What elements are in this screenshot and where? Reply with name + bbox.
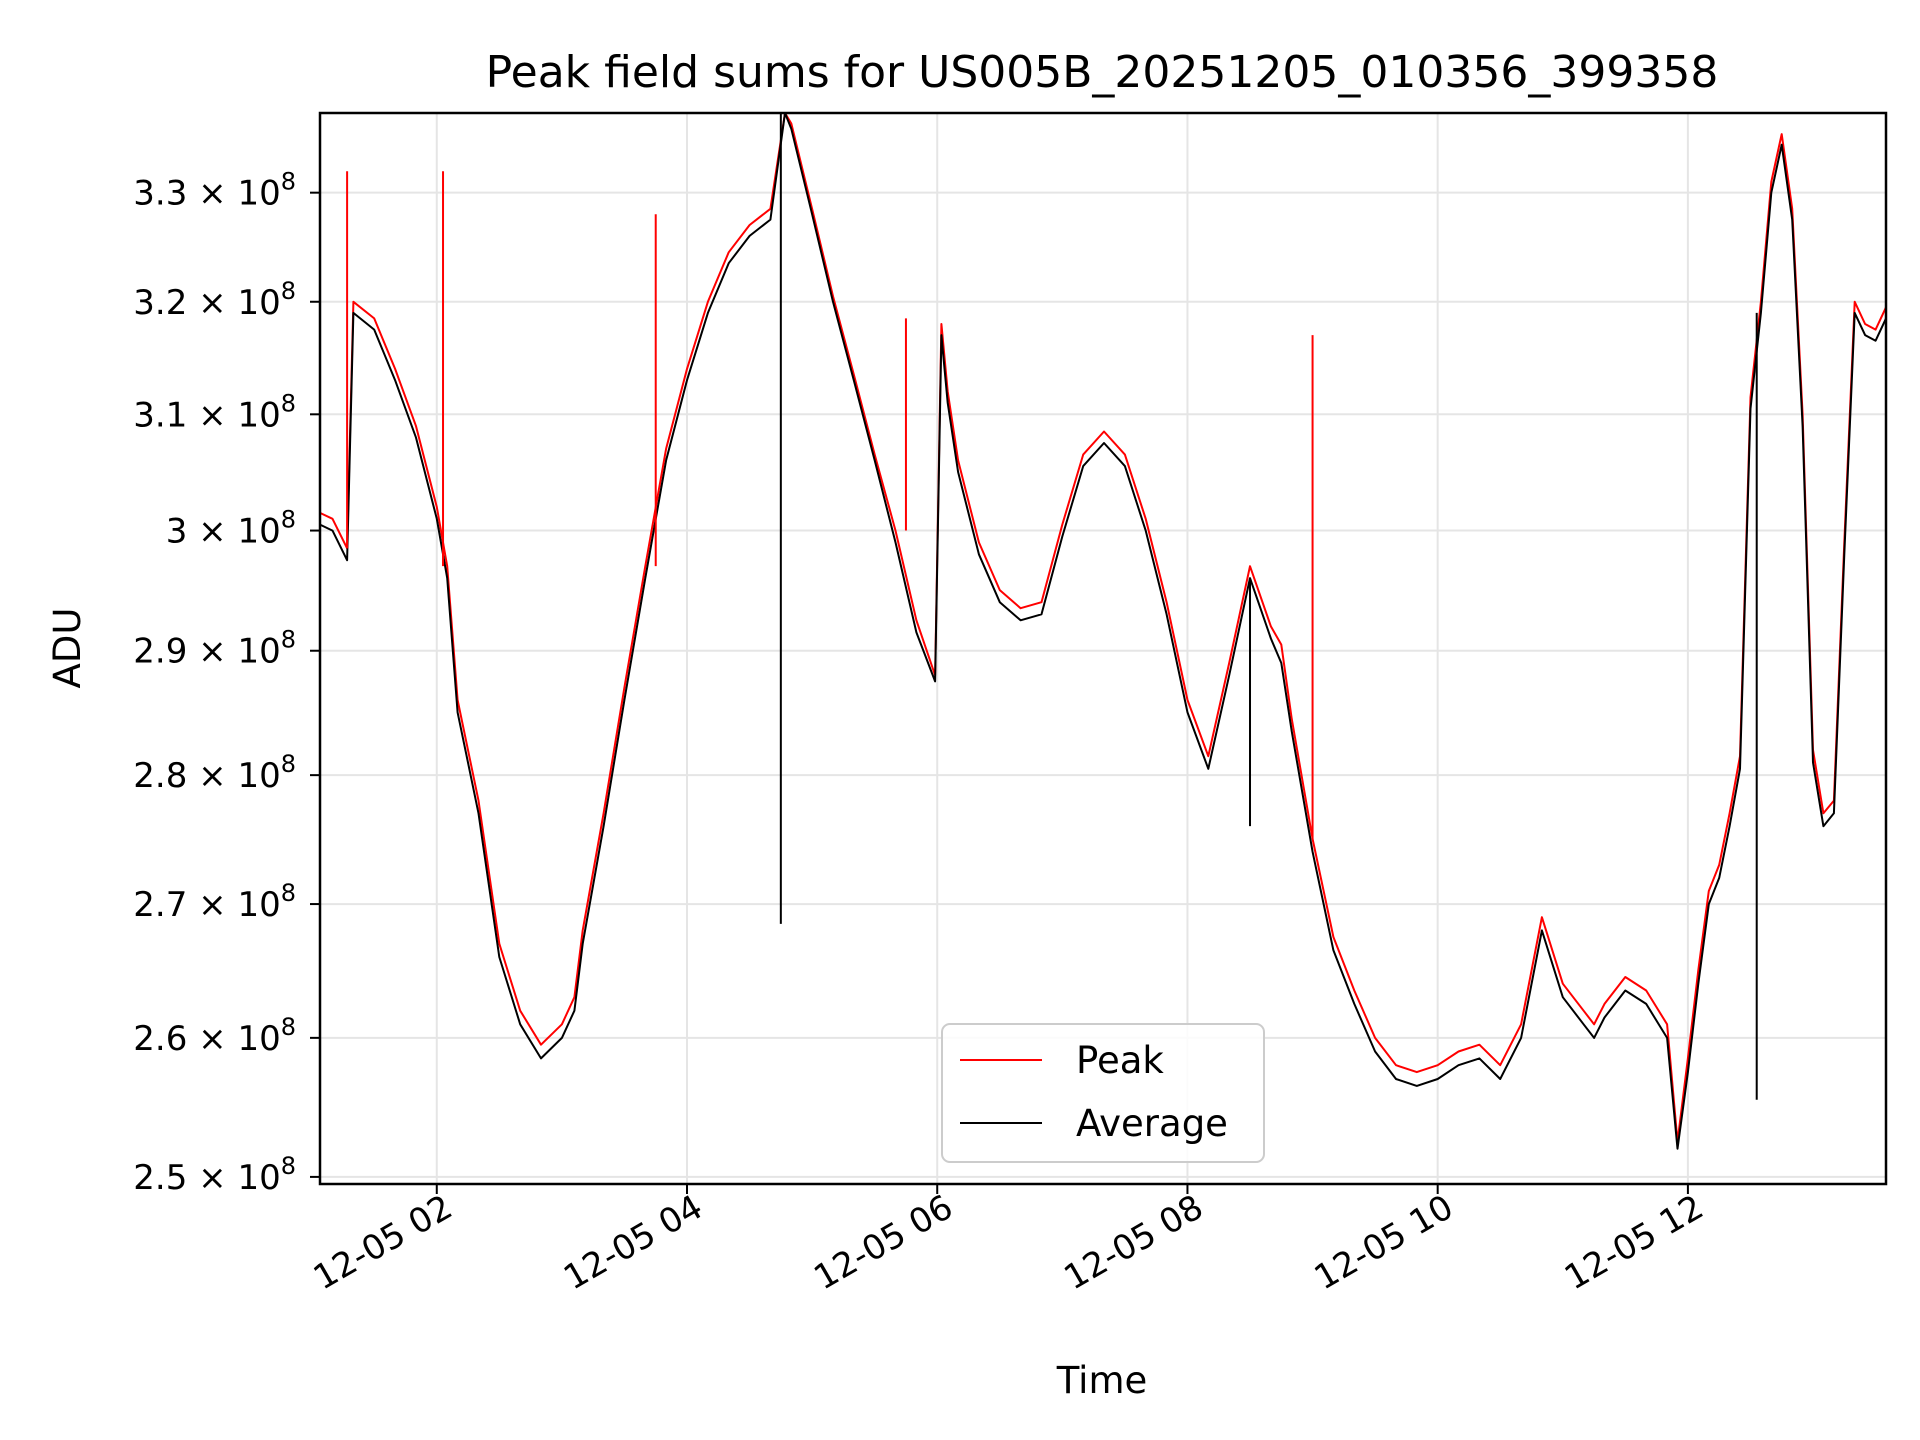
chart-title: Peak field sums for US005B_20251205_0103… [486, 47, 1719, 98]
x-axis-label: Time [1056, 1359, 1148, 1402]
y-tick-label: 2.5 × 108 [133, 1152, 296, 1198]
y-tick-label: 2.8 × 108 [133, 750, 296, 796]
plot-background [320, 113, 1886, 1184]
legend-box [941, 1023, 1265, 1163]
series-line-average [319, 112, 1887, 1150]
series-layer [319, 112, 1887, 1150]
plot-frame [318, 111, 1888, 1186]
y-tick-label: 2.6 × 108 [133, 1013, 296, 1059]
legend-label-peak: Peak [1076, 1039, 1164, 1082]
y-axis: 2.5 × 108 2.6 × 108 2.7 × 108 2.8 × 108 2.9 … [133, 168, 320, 1198]
y-tick-label: 3 × 108 [166, 506, 296, 552]
plot-area [318, 111, 1888, 1186]
y-tick-label: 3.2 × 108 [133, 277, 296, 323]
legend-label-average: Average [1076, 1102, 1228, 1145]
y-tick-label: 2.9 × 108 [133, 626, 296, 672]
series-line-peak [319, 112, 1887, 1143]
y-tick-label: 2.7 × 108 [133, 879, 296, 925]
legend: Peak Average [941, 1023, 1265, 1163]
y-tick-label: 3.3 × 108 [133, 168, 296, 214]
y-tick-label: 3.1 × 108 [133, 389, 296, 435]
y-axis-label: ADU [46, 608, 89, 689]
